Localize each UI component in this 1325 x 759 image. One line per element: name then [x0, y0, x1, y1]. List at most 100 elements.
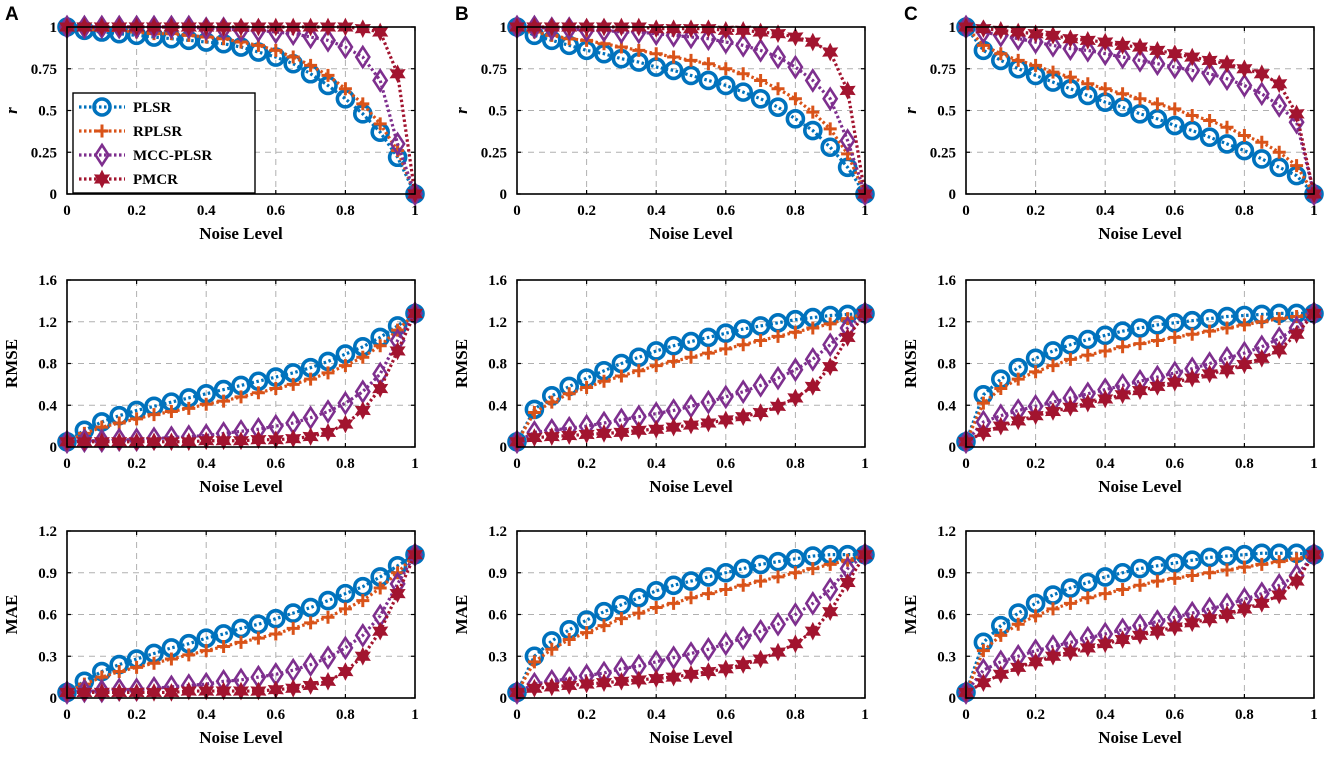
data-point-MCC-PLSR: [787, 357, 804, 383]
data-point-MCC-PLSR: [337, 34, 354, 60]
data-point-PLSR: [733, 319, 754, 339]
data-point-MCC-PLSR: [1114, 44, 1131, 70]
y-tick-label: 0.5: [488, 104, 507, 120]
data-point-PMCR: [543, 677, 560, 697]
data-point-PLSR: [820, 137, 841, 158]
data-point-PMCR: [1131, 381, 1149, 400]
x-axis-label: Noise Level: [1098, 728, 1182, 747]
data-point-PMCR: [1236, 355, 1253, 374]
data-point-PLSR: [1112, 321, 1133, 341]
data-point-PLSR: [768, 551, 788, 572]
data-point-RPLSR: [286, 50, 300, 64]
data-point-PLSR: [1182, 120, 1202, 141]
data-point-PMCR: [1010, 411, 1027, 431]
x-tick-label: 0.6: [266, 203, 285, 219]
data-point-PMCR: [787, 634, 804, 654]
data-point-PMCR: [839, 328, 856, 347]
x-tick-label: 0.6: [716, 456, 735, 472]
data-point-PLSR: [628, 587, 649, 608]
y-tick-label: 1.2: [488, 315, 507, 331]
data-point-RPLSR: [788, 325, 802, 339]
data-point-RPLSR: [1150, 97, 1164, 111]
data-point-PMCR: [145, 432, 163, 452]
data-point-PMCR: [1253, 594, 1270, 613]
data-point-RPLSR: [614, 369, 628, 383]
data-point-MCC-PLSR: [1097, 41, 1114, 67]
data-point-RPLSR: [667, 50, 681, 64]
data-point-PMCR: [111, 432, 128, 452]
y-tick-label: 0.6: [488, 608, 507, 624]
data-point-PMCR: [735, 655, 752, 674]
x-tick-label: 0.8: [1235, 456, 1254, 472]
legend-entry-PMCR: PMCR: [133, 172, 178, 188]
x-tick-label: 1: [861, 707, 869, 723]
data-point-RPLSR: [1272, 312, 1286, 326]
data-point-PLSR: [1060, 334, 1081, 355]
data-point-RPLSR: [286, 621, 300, 635]
x-tick-label: 0: [63, 203, 71, 219]
data-point-RPLSR: [1203, 324, 1217, 338]
data-point-PMCR: [354, 401, 371, 420]
data-point-RPLSR: [1168, 330, 1182, 344]
x-tick-label: 0.8: [1235, 707, 1254, 723]
y-tick-label: 0.3: [937, 649, 956, 665]
series-line-PMCR: [67, 25, 417, 195]
series-line-MCC-PLSR: [66, 312, 417, 444]
data-point-RPLSR: [182, 648, 196, 662]
data-point-PMCR: [992, 665, 1009, 684]
data-point-PMCR: [93, 432, 110, 452]
data-point-RPLSR: [788, 92, 802, 106]
data-point-PMCR: [682, 19, 700, 39]
data-point-PMCR: [561, 676, 578, 695]
data-point-MCC-PLSR: [319, 27, 337, 53]
data-point-RPLSR: [527, 655, 541, 669]
x-tick-label: 0: [513, 707, 521, 723]
data-point-PLSR: [785, 109, 806, 129]
data-point-RPLSR: [1203, 566, 1217, 580]
legend-entry-MCC-PLSR: MCC-PLSR: [133, 148, 212, 164]
data-point-PMCR: [111, 683, 128, 702]
x-tick-label: 0: [63, 456, 71, 472]
data-point-PMCR: [1271, 340, 1288, 360]
data-point-PMCR: [389, 584, 406, 603]
data-point-PMCR: [526, 428, 543, 447]
data-point-PLSR: [1199, 127, 1220, 148]
data-point-PMCR: [302, 427, 319, 446]
data-point-PMCR: [1027, 652, 1044, 672]
data-point-RPLSR: [356, 594, 370, 608]
legend-marker-PLSR: [92, 97, 112, 117]
data-point-PLSR: [646, 581, 667, 601]
data-point-PMCR: [215, 681, 232, 701]
data-point-RPLSR: [788, 566, 802, 580]
data-point-PMCR: [1253, 348, 1270, 368]
data-point-PMCR: [1079, 31, 1096, 50]
data-point-PMCR: [163, 683, 180, 702]
x-tick-label: 1: [861, 456, 869, 472]
data-point-PMCR: [372, 621, 389, 641]
x-tick-label: 0.4: [1096, 203, 1115, 219]
x-tick-label: 0.8: [336, 456, 355, 472]
data-point-PLSR: [698, 327, 719, 348]
y-tick-label: 1.2: [38, 524, 57, 540]
data-point-PMCR: [717, 659, 734, 679]
data-point-PMCR: [198, 431, 215, 451]
data-point-PMCR: [232, 681, 250, 701]
data-point-PMCR: [1097, 32, 1114, 52]
data-point-RPLSR: [1081, 591, 1095, 605]
data-point-RPLSR: [321, 68, 335, 82]
x-tick-label: 0: [962, 707, 970, 723]
data-point-MCC-PLSR: [665, 645, 682, 671]
data-point-RPLSR: [1150, 574, 1164, 588]
data-point-PMCR: [526, 678, 543, 698]
x-axis-label: Noise Level: [1098, 224, 1182, 243]
data-point-RPLSR: [1203, 114, 1217, 128]
data-point-MCC-PLSR: [372, 68, 389, 93]
data-point-PLSR: [733, 558, 754, 579]
data-point-RPLSR: [1133, 578, 1147, 592]
data-point-PLSR: [681, 331, 701, 352]
data-point-MCC-PLSR: [354, 622, 371, 648]
y-tick-label: 0: [500, 187, 508, 203]
y-tick-label: 1.2: [488, 524, 507, 540]
data-point-PMCR: [1184, 613, 1201, 633]
data-point-RPLSR: [562, 633, 576, 647]
